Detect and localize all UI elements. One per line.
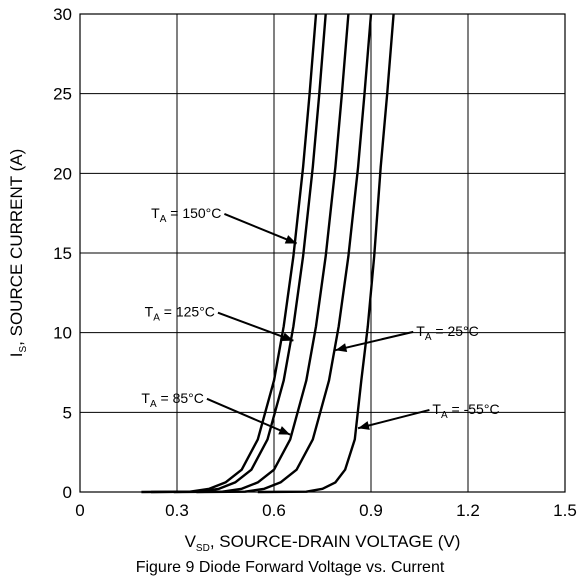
x-axis-title-rest: , SOURCE-DRAIN VOLTAGE (V) [210,532,461,551]
y-axis-title: IS, SOURCE CURRENT (A) [7,149,29,358]
y-tick-label: 5 [63,403,72,422]
x-axis-title-main: V [185,532,197,551]
y-axis-title-sub: S [18,346,29,353]
annotation-arrowhead-4 [335,343,348,353]
annotation-label-5: TA = -55°C [432,401,499,421]
x-tick-labels: 0 0.3 0.6 0.9 1.2 1.5 [75,501,577,520]
curve-series-4 [196,13,373,494]
annotation-arrow-1 [224,213,298,245]
annotation-label-4: TA = 25°C [416,323,478,343]
curves [141,13,395,494]
y-tick-label: 15 [53,244,72,263]
curve-series-1 [141,13,318,494]
x-tick-label: 0.6 [262,501,286,520]
y-axis-title-rest: , SOURCE CURRENT (A) [7,149,26,346]
annotation-arrow-4 [335,330,414,352]
y-tick-label: 30 [53,5,72,24]
x-tick-label: 1.5 [553,501,577,520]
annotations: TA = 150°C TA = 125°C TA = 85°C TA = 25°C TA… [141,205,500,436]
annotation-label-3: TA = 85°C [141,390,203,410]
annotation-arrow-2 [217,311,294,342]
annotation-label-1: TA = 150°C [151,205,221,225]
x-axis-title: VSD, SOURCE-DRAIN VOLTAGE (V) [185,532,461,554]
plot-frame [79,13,566,493]
y-tick-label: 25 [53,85,72,104]
y-tick-label: 0 [63,483,72,502]
annotation-arrowhead-3 [278,426,291,435]
grid [80,14,565,492]
x-tick-label: 0.3 [165,501,189,520]
annotation-arrowhead-1 [284,235,297,244]
x-tick-label: 0.9 [359,501,383,520]
x-tick-label: 0 [75,501,84,520]
y-tick-labels: 0 5 10 15 20 25 30 [53,5,72,502]
curve-series-5 [257,13,395,494]
annotation-arrowhead-2 [281,332,294,342]
x-tick-label: 1.2 [456,501,480,520]
annotation-label-2: TA = 125°C [145,304,215,324]
curve-series-2 [151,13,327,494]
annotation-arrow-3 [206,397,291,436]
y-axis-title-main: I [7,353,26,358]
y-tick-label: 10 [53,324,72,343]
y-tick-label: 20 [53,164,72,183]
annotation-arrowhead-5 [358,421,370,430]
annotation-arrow-5 [357,408,430,430]
x-axis-title-sub: SD [196,543,210,554]
curve-series-3 [173,13,350,494]
figure-caption: Figure 9 Diode Forward Voltage vs. Curre… [135,559,445,576]
